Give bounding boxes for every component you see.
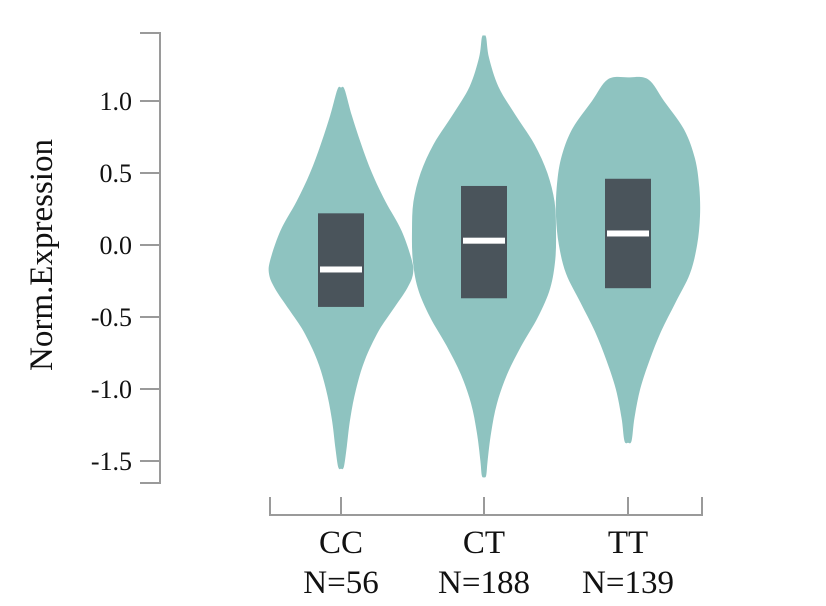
x-category-label: CC: [319, 525, 363, 561]
violins-layer: [268, 35, 701, 478]
x-category-label: CT: [463, 525, 505, 561]
box-cc: [318, 213, 364, 307]
y-tick-label: 0.5: [100, 159, 133, 188]
x-axis-line: [269, 497, 703, 516]
x-count-label: N=139: [582, 565, 674, 601]
y-tick-label: -0.5: [91, 303, 132, 332]
y-tick-label: -1.5: [91, 447, 132, 476]
median-ct: [463, 237, 505, 244]
x-category-label: TT: [608, 525, 648, 561]
y-tick-label: -1.0: [91, 375, 132, 404]
y-axis-label: Norm.Expression: [24, 139, 60, 371]
y-tick-label: 0.0: [100, 231, 133, 260]
y-tick-label: 1.0: [100, 87, 133, 116]
x-count-label: N=56: [303, 565, 378, 601]
median-cc: [320, 266, 362, 273]
x-count-label: N=188: [438, 565, 530, 601]
median-tt: [607, 230, 649, 237]
y-axis: 1.0 0.5 0.0 -0.5 -1.0 -1.5: [91, 32, 161, 484]
y-axis-line: [140, 32, 161, 484]
x-axis: CC N=56 CT N=188 TT N=139: [269, 497, 703, 601]
